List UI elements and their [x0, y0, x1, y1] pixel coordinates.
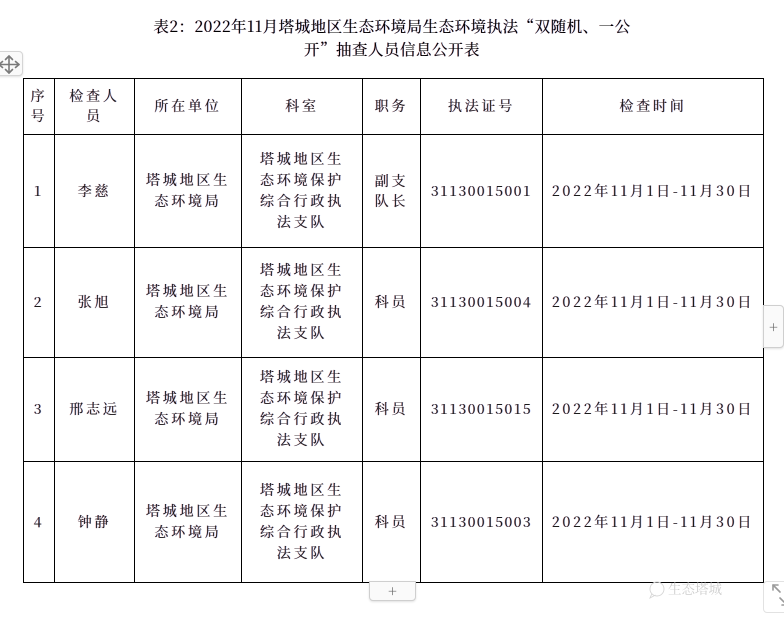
svg-text:生态塔城: 生态塔城 — [668, 578, 722, 598]
